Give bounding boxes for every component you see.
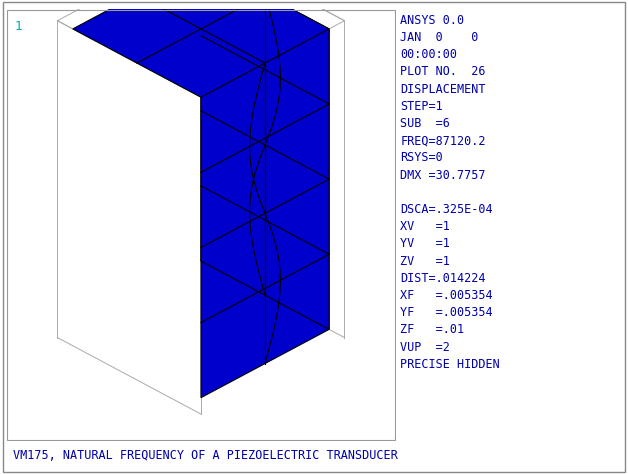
Text: VM175, NATURAL FREQUENCY OF A PIEZOELECTRIC TRANSDUCER: VM175, NATURAL FREQUENCY OF A PIEZOELECT… — [13, 449, 398, 462]
Polygon shape — [201, 0, 329, 329]
Polygon shape — [201, 29, 329, 398]
Text: ANSYS 0.0
JAN  0    0
00:00:00
PLOT NO.  26
DISPLACEMENT
STEP=1
SUB  =6
FREQ=871: ANSYS 0.0 JAN 0 0 00:00:00 PLOT NO. 26 D… — [400, 14, 500, 371]
Text: 1: 1 — [14, 20, 21, 33]
Polygon shape — [73, 0, 329, 97]
